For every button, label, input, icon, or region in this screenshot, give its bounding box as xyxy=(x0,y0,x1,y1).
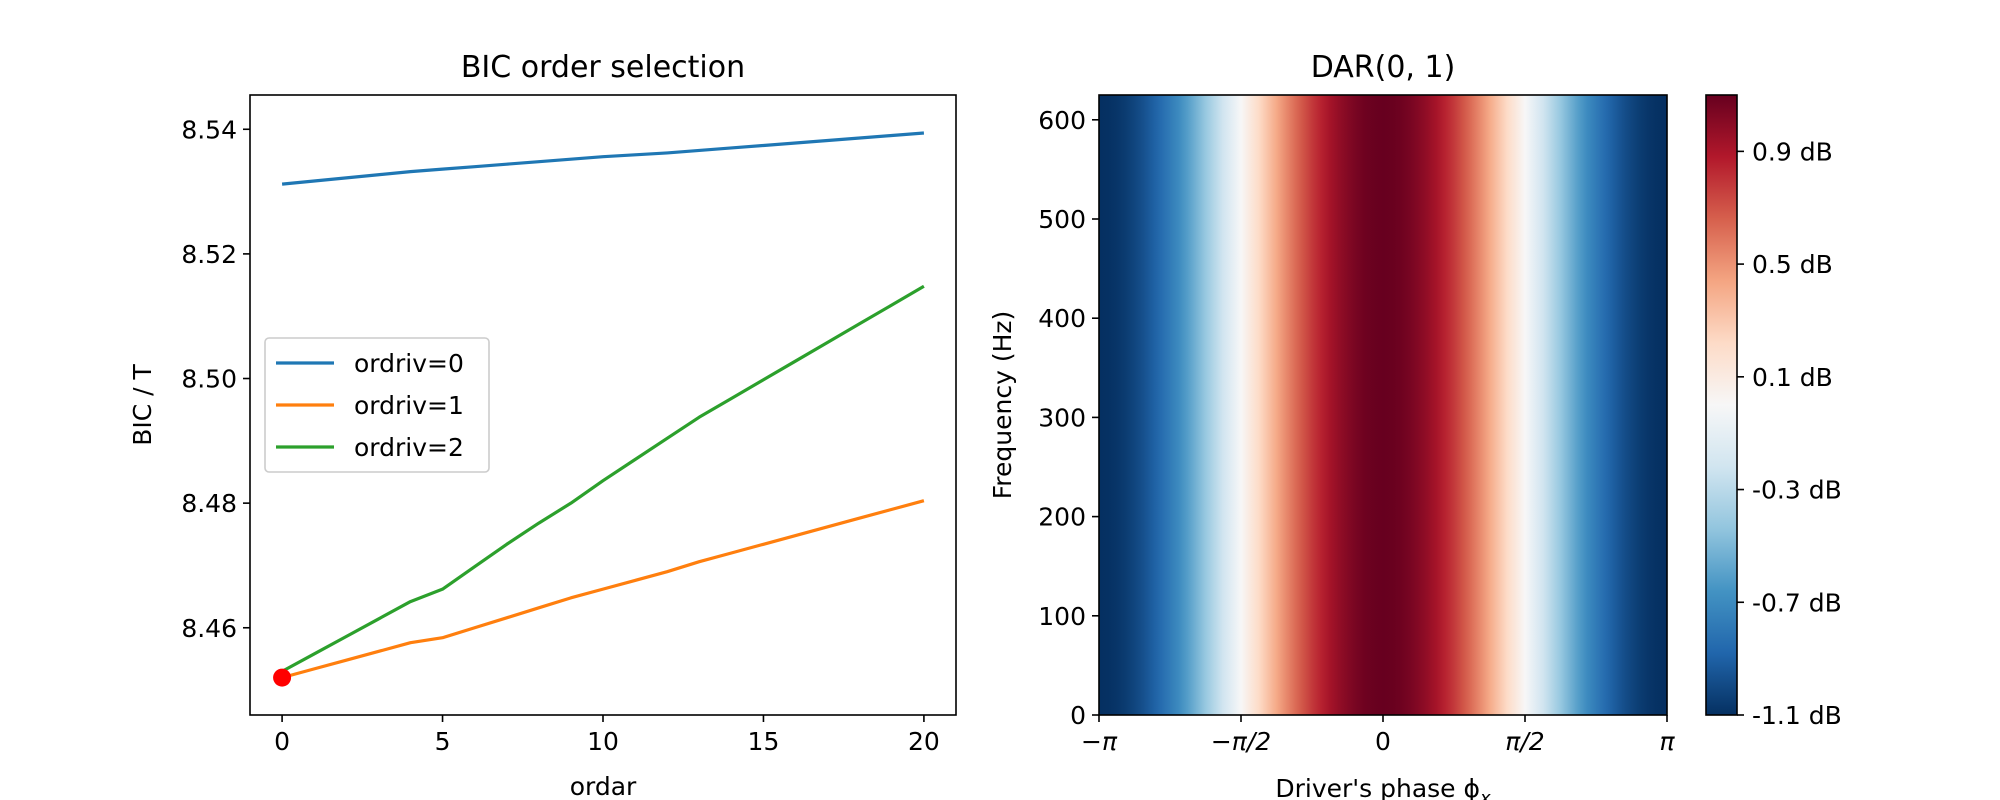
left-x-axis-label: ordar xyxy=(570,772,637,800)
left-x-tick-label: 20 xyxy=(908,727,940,756)
right-x-tick-label: −π/2 xyxy=(1211,727,1271,756)
colorbar-tick-label: 0.5 dB xyxy=(1752,250,1833,279)
bic-line-chart: BIC order selection 0 5 10 15 20 8.46 8.48 8.5… xyxy=(128,50,957,800)
colorbar-gradient xyxy=(1706,95,1737,715)
colorbar-tick-label: -1.1 dB xyxy=(1752,701,1842,730)
legend-entry-label: ordriv=1 xyxy=(354,391,464,420)
legend-frame xyxy=(264,337,490,473)
left-y-tick-label: 8.50 xyxy=(181,365,237,394)
right-chart-title: DAR(0, 1) xyxy=(1311,50,1456,85)
right-y-tick-label: 600 xyxy=(1038,106,1086,135)
right-y-tick-label: 300 xyxy=(1038,403,1086,432)
heatmap-image xyxy=(1099,95,1667,715)
colorbar: 0.9 dB 0.5 dB 0.1 dB -0.3 dB -0.7 dB -1.1 dB xyxy=(1705,94,1842,730)
left-x-tick-label: 15 xyxy=(748,727,780,756)
right-y-tick-label: 0 xyxy=(1070,701,1086,730)
left-y-axis-label: BIC / T xyxy=(128,363,157,445)
left-y-tick-label: 8.54 xyxy=(181,115,237,144)
series-line-ordriv-2 xyxy=(281,284,925,673)
colorbar-tick-label: 0.9 dB xyxy=(1752,137,1833,166)
right-x-tick-label: π xyxy=(1659,727,1675,756)
legend: ordriv=0 ordriv=1 ordriv=2 xyxy=(264,337,490,473)
colorbar-tick-label: -0.3 dB xyxy=(1752,476,1842,505)
series-line-ordriv-1 xyxy=(281,499,925,680)
legend-entry-label: ordriv=2 xyxy=(354,433,464,462)
right-x-axis-label-subscript: x xyxy=(1479,788,1491,800)
selected-order-marker xyxy=(273,668,292,687)
right-y-tick-label: 100 xyxy=(1038,602,1086,631)
colorbar-frame xyxy=(1705,94,1738,716)
left-x-tick-label: 5 xyxy=(435,727,451,756)
left-y-tick-label: 8.52 xyxy=(181,240,237,269)
right-y-tick-label: 500 xyxy=(1038,205,1086,234)
left-chart-title: BIC order selection xyxy=(461,50,745,85)
dar-heatmap-chart: DAR(0, 1) −π −π/2 0 π/2 π 0 100 200 300 400 500 60… xyxy=(988,50,1842,800)
left-x-tick-label: 0 xyxy=(274,727,290,756)
right-x-axis-label-main: Driver's phase ϕ xyxy=(1275,774,1480,800)
colorbar-tick-label: -0.7 dB xyxy=(1752,588,1842,617)
left-y-tick-label: 8.48 xyxy=(181,489,237,518)
right-y-tick-label: 200 xyxy=(1038,503,1086,532)
right-x-tick-label: 0 xyxy=(1375,727,1391,756)
right-y-tick-label: 400 xyxy=(1038,304,1086,333)
right-x-axis-label: Driver's phase ϕx xyxy=(1275,774,1491,800)
colorbar-tick-label: 0.1 dB xyxy=(1752,363,1833,392)
right-y-axis-label: Frequency (Hz) xyxy=(988,311,1017,500)
left-y-tick-label: 8.46 xyxy=(181,614,237,643)
series-line-ordriv-0 xyxy=(281,131,925,186)
legend-entry-label: ordriv=0 xyxy=(354,349,464,378)
left-x-tick-label: 10 xyxy=(587,727,619,756)
right-x-tick-label: π/2 xyxy=(1505,727,1544,756)
right-x-tick-label: −π xyxy=(1081,727,1118,756)
